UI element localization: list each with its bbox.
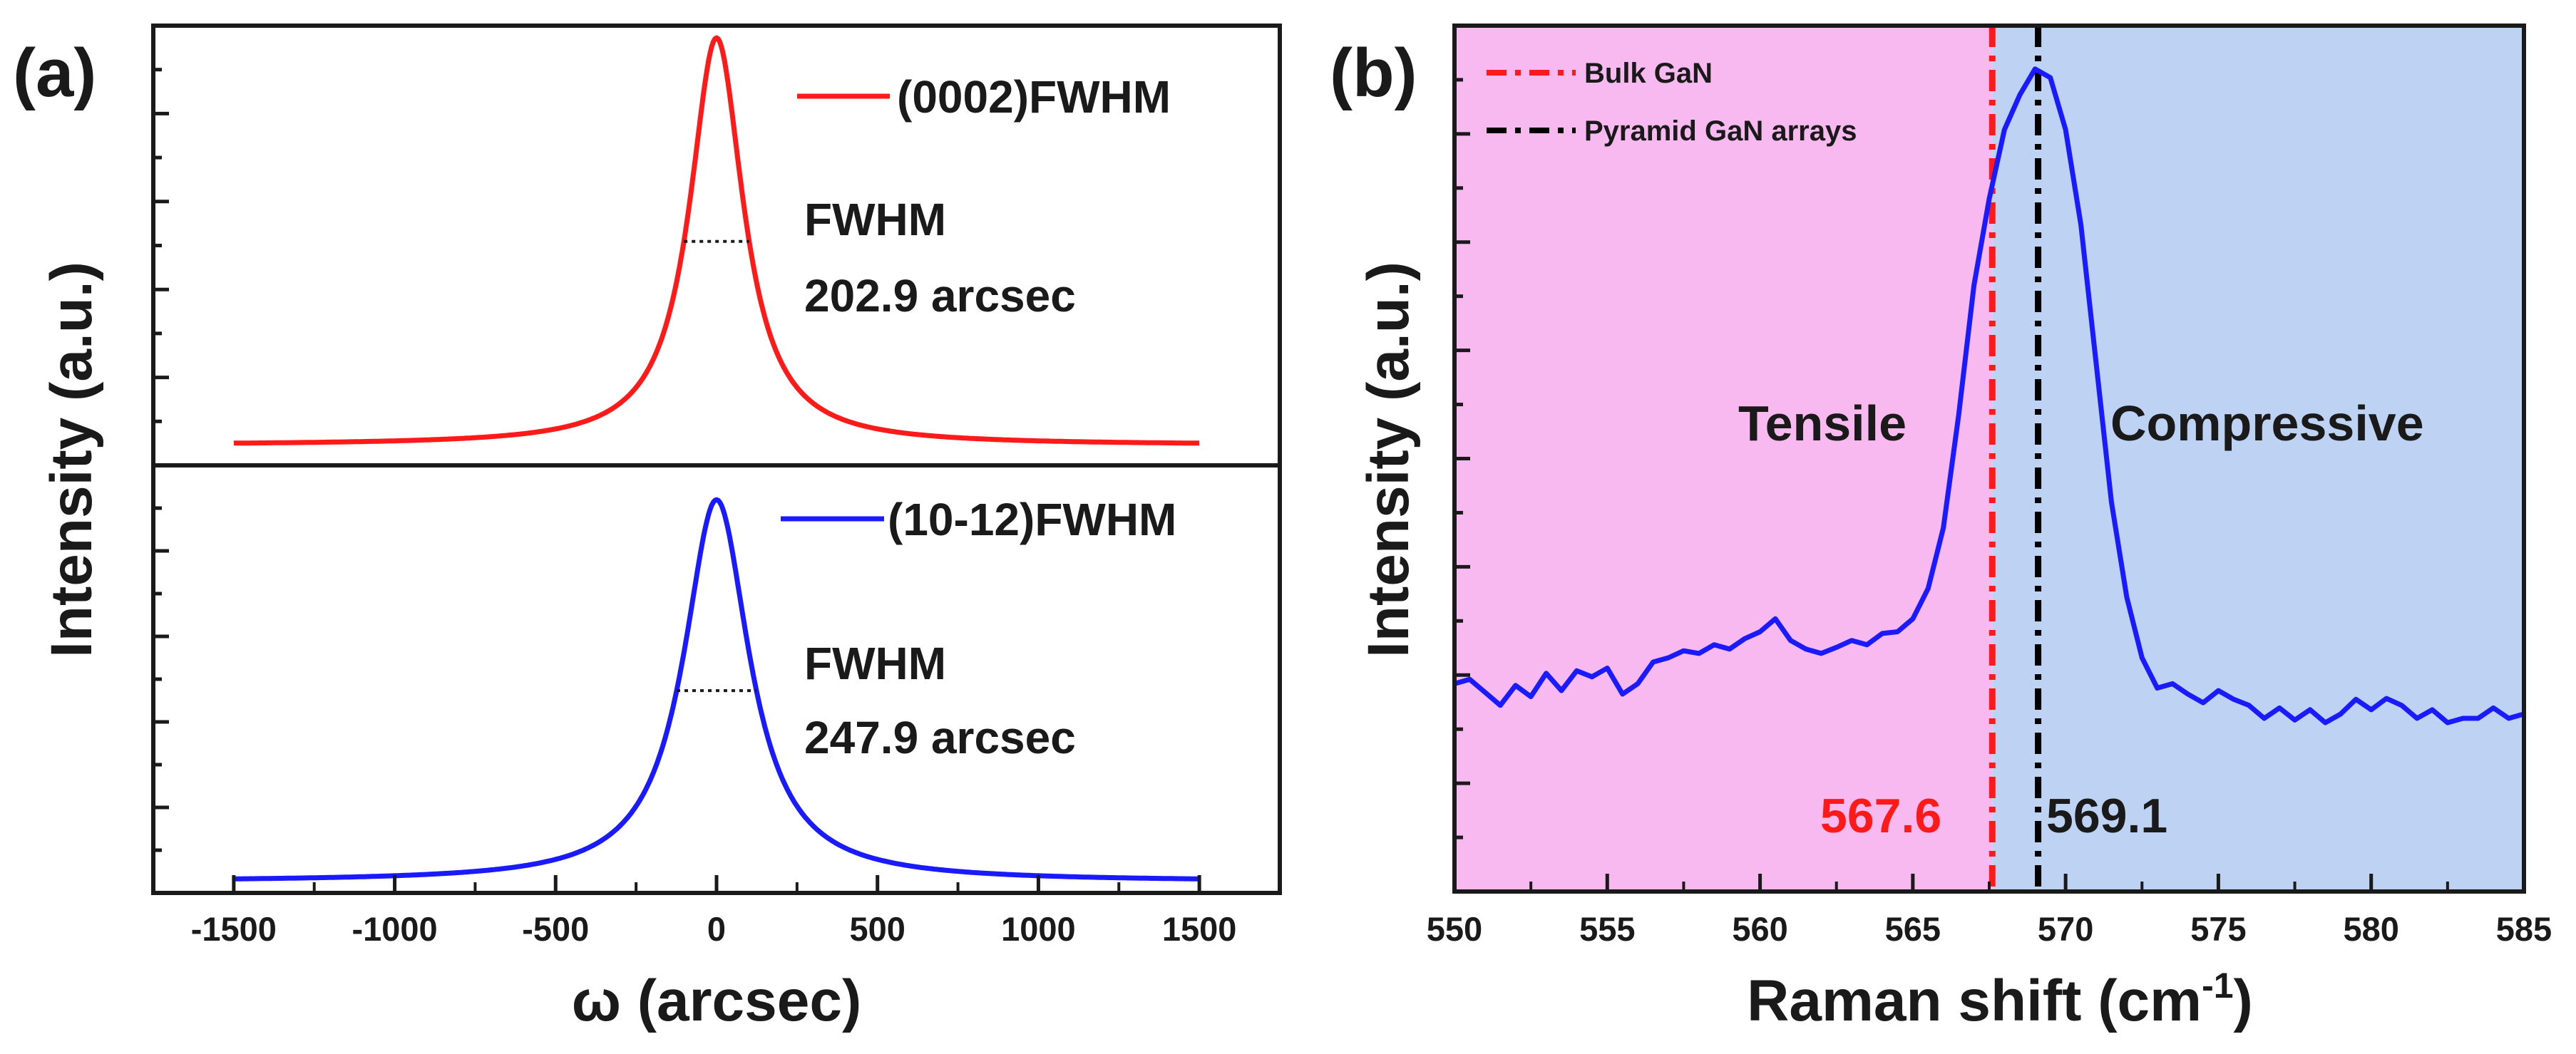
- fwhm-bottom-label: FWHM: [804, 638, 946, 689]
- panel-a-xtick-label: 1000: [1001, 910, 1076, 948]
- panel-b-xtick-label: 550: [1427, 910, 1482, 948]
- panel-a-xtick-label: -1000: [351, 910, 437, 948]
- legend-pyramid-label: Pyramid GaN arrays: [1584, 115, 1857, 147]
- panel-a-xlabel: ω (arcsec): [572, 968, 862, 1033]
- panel-b-xtick-label: 570: [2038, 910, 2093, 948]
- peak-pyramid-label: 569.1: [2046, 789, 2167, 843]
- region-compressive: [1992, 26, 2524, 892]
- panel-a-top-plot: [232, 35, 1201, 446]
- panel-b-y-ticks: [1454, 78, 1470, 839]
- panel-b-xlabel-sup: -1: [2202, 966, 2233, 1006]
- fwhm-top-value: 202.9 arcsec: [804, 270, 1076, 321]
- panel-b-xtick-label: 565: [1885, 910, 1941, 948]
- panel-b-plot: [1454, 66, 2525, 725]
- panel-a-y-ticks: [153, 68, 169, 852]
- panel-b-ylabel: Intensity (a.u.): [1356, 262, 1421, 658]
- fwhm-bottom-value: 247.9 arcsec: [804, 712, 1076, 763]
- peak-bulk-label: 567.6: [1820, 789, 1941, 843]
- panel-b-xtick-label: 580: [2344, 910, 2399, 948]
- panel-b-xlabel: Raman shift (cm-1): [1747, 966, 2253, 1033]
- panel-b-xlabel-main: Raman shift (cm: [1747, 968, 2202, 1033]
- panel-a-xtick-label: 1500: [1162, 910, 1237, 948]
- panel-a-xtick-label: 0: [707, 910, 726, 948]
- fwhm-top-label: FWHM: [804, 194, 946, 245]
- panel-b-regions: [1454, 26, 2524, 892]
- panel-a-label: (a): [13, 35, 96, 111]
- panel-a-x-ticks: -1500 -1000 -500 0 500 1000 1500: [152, 875, 1281, 948]
- legend-1012-label: (10-12)FWHM: [888, 494, 1176, 545]
- panel-a-xtick-label: -1500: [191, 910, 277, 948]
- panel-b-xtick-label: 555: [1579, 910, 1635, 948]
- legend-bulk-label: Bulk GaN: [1584, 58, 1713, 89]
- legend-0002-label: (0002)FWHM: [897, 71, 1171, 123]
- panel-b-x-ticks: 550 555 560 565 570 575 580 585: [1427, 874, 2552, 948]
- region-tensile-label: Tensile: [1738, 396, 1907, 451]
- panel-a: (a) Intensity (a.u.) -1500 -1000 -500 0 500 1…: [13, 24, 1282, 1033]
- panel-a-xtick-label: 500: [850, 910, 905, 948]
- panel-b-xlabel-close: ): [2234, 968, 2253, 1033]
- panel-b: (b) Intensity (a.u.) 550 555 560 565 570 575 5…: [1330, 24, 2552, 1033]
- panel-a-ylabel: Intensity (a.u.): [39, 262, 104, 658]
- panel-b-vlines: [1989, 26, 2042, 892]
- panel-b-xtick-label: 575: [2190, 910, 2246, 948]
- region-tensile: [1454, 26, 1993, 892]
- raman-spectrum-line: [1454, 66, 2525, 725]
- panel-b-xtick-label: 585: [2496, 910, 2552, 948]
- panel-b-label: (b): [1330, 35, 1417, 111]
- region-compressive-label: Compressive: [2110, 396, 2424, 451]
- panel-a-xtick-label: -500: [522, 910, 589, 948]
- panel-a-curve-0002: [232, 35, 1201, 446]
- panel-b-xtick-label: 560: [1732, 910, 1787, 948]
